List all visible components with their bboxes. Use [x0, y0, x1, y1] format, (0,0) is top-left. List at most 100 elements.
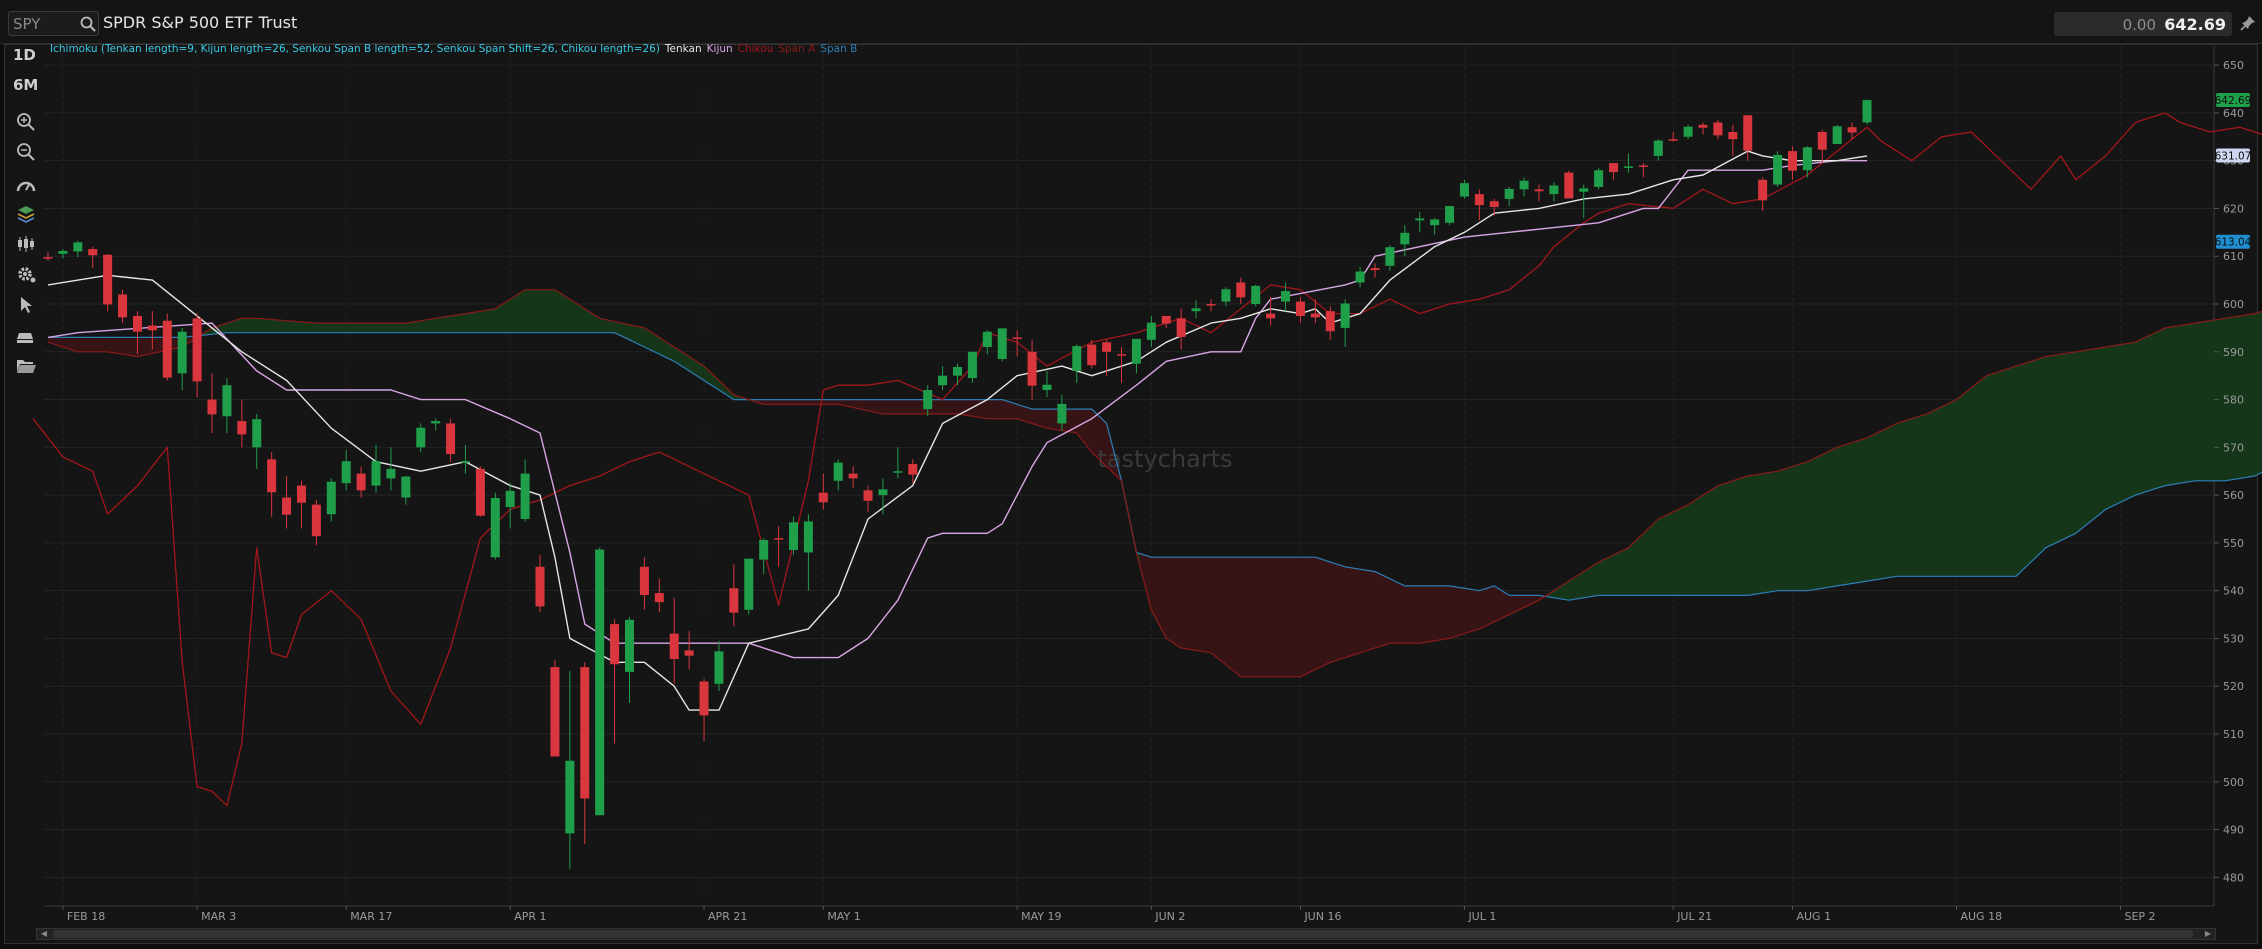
- candle-body: [1430, 219, 1440, 226]
- scrollbar-thumb[interactable]: [53, 930, 2193, 938]
- candle: [58, 249, 68, 259]
- time-scrollbar[interactable]: ◀ ▶: [36, 928, 2216, 940]
- indicator-legend[interactable]: Ichimoku (Tenkan length=9, Kijun length=…: [50, 43, 862, 55]
- cursor-arrow-icon[interactable]: [15, 294, 37, 316]
- candle-body: [162, 320, 172, 378]
- candle-body: [1042, 384, 1052, 390]
- price-marker-label: 631.07: [2215, 151, 2252, 163]
- candle: [222, 378, 232, 433]
- chart-tools-sidebar: 1D 6M: [6, 45, 42, 905]
- folder-open-icon[interactable]: [15, 355, 37, 377]
- candle-body: [460, 461, 470, 463]
- instrument-name: SPDR S&P 500 ETF Trust: [103, 13, 298, 32]
- candle-body: [147, 325, 157, 331]
- scroll-right-arrow-icon[interactable]: ▶: [2204, 929, 2212, 938]
- candle-body: [714, 651, 724, 684]
- time-axis[interactable]: FEB 18 MAR 3 MAR 17 APR 1 APR 21 MAY 1 MAY 19 J…: [62, 906, 2262, 923]
- settings-gear-icon[interactable]: [15, 263, 37, 285]
- candle: [833, 459, 843, 491]
- candle-body: [1385, 247, 1395, 266]
- span-b-line: [48, 332, 2262, 601]
- candle: [1057, 394, 1067, 431]
- candle-body: [789, 522, 798, 551]
- search-icon[interactable]: [79, 15, 97, 33]
- candle: [1236, 277, 1246, 304]
- candle-body: [1176, 318, 1186, 337]
- price-marker-badge: [2216, 148, 2250, 163]
- candle: [1206, 299, 1216, 312]
- candle: [1146, 315, 1156, 347]
- symbol-input[interactable]: [13, 15, 77, 33]
- candle: [326, 478, 336, 522]
- candle: [580, 662, 590, 844]
- candle-body: [1146, 322, 1156, 340]
- candle-body: [73, 242, 83, 252]
- time-tick-label: APR 1: [514, 910, 546, 923]
- candle: [1504, 186, 1514, 207]
- candle: [595, 547, 605, 816]
- time-tick-label: MAR 17: [350, 910, 392, 923]
- candle-body: [1117, 354, 1127, 356]
- time-tick-label: SEP 2: [2124, 910, 2155, 923]
- zoom-out-icon[interactable]: [15, 141, 37, 163]
- top-toolbar: SPDR S&P 500 ETF Trust 0.00 642.69: [0, 0, 2262, 44]
- candle: [296, 480, 306, 529]
- candle-body: [267, 459, 277, 493]
- candle-body: [1549, 185, 1559, 195]
- scroll-left-arrow-icon[interactable]: ◀: [40, 929, 48, 938]
- candle: [714, 640, 724, 691]
- price-markers: 642.69 631.07 613.04: [2215, 93, 2252, 249]
- price-tick-label: 620: [2223, 202, 2244, 215]
- range-button[interactable]: 6M: [13, 76, 39, 94]
- candle: [1131, 338, 1141, 374]
- tenkan-line: [47, 150, 1868, 711]
- candle: [982, 330, 992, 355]
- drawing-layers-icon[interactable]: [15, 203, 37, 225]
- candle-body: [1415, 218, 1425, 221]
- zoom-in-icon[interactable]: [15, 111, 37, 133]
- candle: [1310, 299, 1320, 324]
- candle: [1862, 99, 1872, 125]
- price-box: 0.00 642.69: [2054, 12, 2232, 36]
- price-tick-label: 590: [2223, 346, 2244, 359]
- candle: [1743, 115, 1753, 161]
- symbol-search-box[interactable]: [8, 11, 99, 36]
- candle-body: [1266, 313, 1276, 319]
- candle-body: [699, 681, 709, 716]
- candle-body: [1832, 126, 1842, 144]
- candle-body: [237, 421, 247, 435]
- candle-body: [669, 633, 679, 659]
- candle: [1638, 163, 1648, 178]
- candle: [1430, 218, 1440, 235]
- price-tick-label: 530: [2223, 632, 2244, 645]
- candle-body: [1504, 188, 1514, 199]
- candle: [162, 313, 172, 381]
- candle-body: [1698, 124, 1708, 128]
- candle: [1295, 296, 1305, 324]
- price-tick-label: 570: [2223, 441, 2244, 454]
- candle: [1445, 206, 1455, 226]
- pin-icon[interactable]: [2240, 15, 2256, 31]
- candle: [1027, 339, 1037, 400]
- eraser-icon[interactable]: [15, 325, 37, 347]
- price-marker-badge: [2216, 93, 2250, 108]
- candlestick-style-icon[interactable]: [15, 233, 37, 255]
- candle-body: [356, 473, 366, 491]
- candle-body: [1221, 289, 1231, 302]
- candle: [1474, 189, 1484, 221]
- candle-body: [1817, 132, 1827, 150]
- candle: [1787, 146, 1797, 180]
- timeframe-button[interactable]: 1D: [13, 46, 36, 64]
- candle-body: [744, 558, 754, 610]
- watermark-text: tastycharts: [1097, 445, 1232, 473]
- candle: [1385, 245, 1395, 271]
- candle-body: [1340, 303, 1350, 328]
- legend-study-params[interactable]: Ichimoku (Tenkan length=9, Kijun length=…: [50, 43, 660, 55]
- speedometer-icon[interactable]: [15, 175, 37, 197]
- candle: [803, 514, 813, 591]
- candle-body: [759, 540, 769, 560]
- candle-body: [923, 390, 933, 410]
- candle: [43, 251, 53, 261]
- candle: [908, 459, 918, 484]
